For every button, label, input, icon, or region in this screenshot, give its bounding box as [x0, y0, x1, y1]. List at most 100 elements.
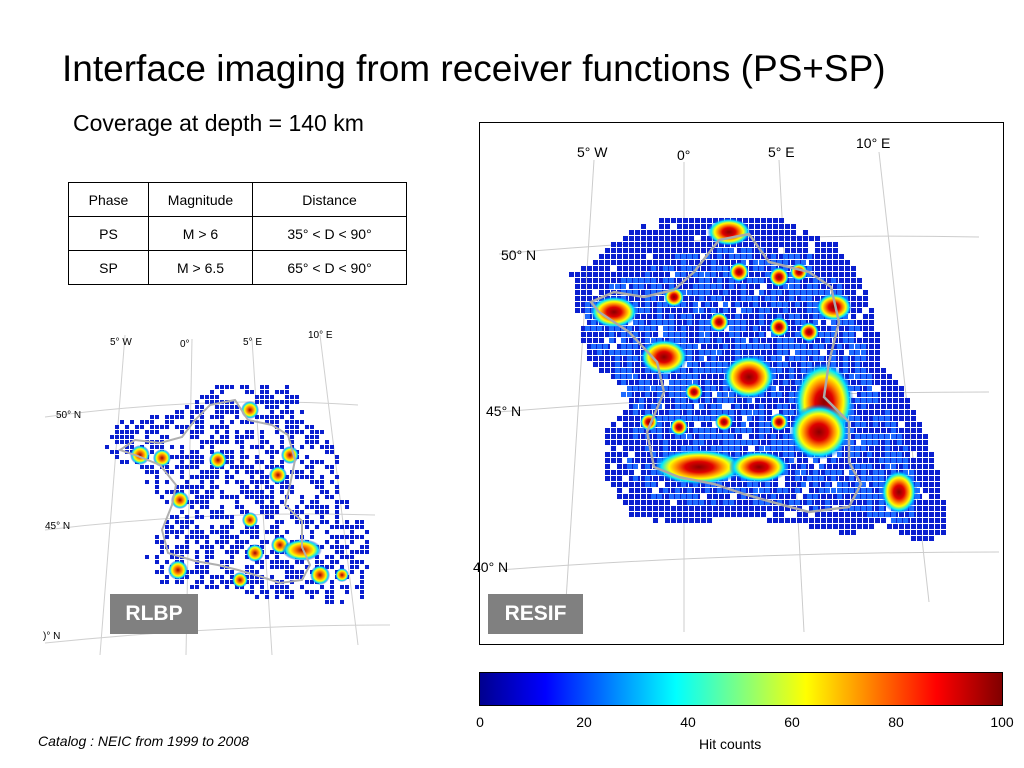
coverage-cell [699, 416, 704, 421]
coverage-cell [663, 278, 668, 283]
coverage-cell [863, 458, 868, 463]
coverage-cell [677, 326, 682, 331]
coverage-cell [115, 450, 119, 454]
coverage-cell [705, 302, 710, 307]
coverage-cell [923, 530, 928, 535]
coverage-cell [861, 476, 866, 481]
coverage-cell [665, 482, 670, 487]
coverage-cell [705, 272, 710, 277]
coverage-cell [629, 500, 634, 505]
coverage-cell [629, 272, 634, 277]
coverage-cell [305, 435, 309, 439]
coverage-cell [285, 485, 289, 489]
coverage-cell [777, 392, 782, 397]
coverage-cell [325, 600, 329, 604]
coverage-cell [330, 495, 334, 499]
coverage-cell [737, 398, 742, 403]
coverage-cell [767, 290, 772, 295]
coverage-cell [749, 506, 754, 511]
coverage-cell [801, 470, 806, 475]
coverage-cell [355, 535, 359, 539]
coverage-cell [195, 485, 199, 489]
coverage-cell [220, 440, 224, 444]
coverage-cell [923, 512, 928, 517]
coverage-cell [280, 440, 284, 444]
coverage-cell [320, 545, 324, 549]
coverage-cell [651, 284, 656, 289]
coverage-cell [220, 405, 224, 409]
coverage-cell [345, 535, 349, 539]
coverage-cell [791, 242, 796, 247]
coverage-cell [195, 510, 199, 514]
coverage-cell [827, 278, 832, 283]
coverage-cell [185, 545, 189, 549]
coverage-cell [270, 410, 274, 414]
coverage-cell [330, 565, 334, 569]
coverage-cell [815, 260, 820, 265]
coverage-cell [280, 590, 284, 594]
coverage-cell [617, 260, 622, 265]
coverage-cell [821, 266, 826, 271]
coverage-cell [671, 242, 676, 247]
coverage-cell [881, 410, 886, 415]
coverage-cell [695, 326, 700, 331]
coverage-cell [869, 446, 874, 451]
coverage-cell [893, 386, 898, 391]
coverage-cell [190, 475, 194, 479]
coverage-cell [657, 404, 662, 409]
coverage-cell [599, 356, 604, 361]
coverage-cell [671, 518, 676, 523]
coverage-cell [759, 404, 764, 409]
coverage-cell [599, 260, 604, 265]
coverage-cell [245, 420, 249, 424]
coverage-cell [270, 495, 274, 499]
coverage-cell [759, 446, 764, 451]
coverage-cell [887, 524, 892, 529]
coverage-cell [250, 420, 254, 424]
coverage-cell [155, 535, 159, 539]
coverage-cell [629, 470, 634, 475]
coverage-cell [749, 488, 754, 493]
coverage-cell [759, 308, 764, 313]
coverage-cell [729, 500, 734, 505]
coverage-cell [737, 284, 742, 289]
coverage-cell [731, 302, 736, 307]
coverage-cell [807, 494, 812, 499]
coverage-cell [677, 446, 682, 451]
coverage-cell [699, 356, 704, 361]
coverage-cell [205, 555, 209, 559]
coverage-cell [855, 464, 860, 469]
coverage-cell [827, 260, 832, 265]
coverage-cell [785, 242, 790, 247]
coverage-cell [621, 380, 626, 385]
coverage-cell [785, 296, 790, 301]
selection-table: Phase Magnitude Distance PS M > 6 35° < … [68, 182, 407, 285]
coverage-cell [831, 332, 836, 337]
coverage-cell [575, 290, 580, 295]
coverage-cell [783, 338, 788, 343]
coverage-cell [175, 535, 179, 539]
coverage-cell [599, 278, 604, 283]
coverage-cell [180, 450, 184, 454]
coverage-cell [797, 248, 802, 253]
coverage-cell [819, 290, 824, 295]
coverage-cell [695, 320, 700, 325]
coverage-cell [635, 500, 640, 505]
coverage-cell [855, 482, 860, 487]
coverage-cell [669, 332, 674, 337]
coverage-cell [165, 465, 169, 469]
coverage-cell [235, 410, 239, 414]
coverage-cell [270, 445, 274, 449]
coverage-cell [210, 425, 214, 429]
coverage-cell [245, 390, 249, 394]
coverage-cell [587, 320, 592, 325]
coverage-cell [683, 518, 688, 523]
coverage-cell [711, 500, 716, 505]
coverage-cell [300, 560, 304, 564]
coverage-cell [711, 350, 716, 355]
coverage-cell [765, 272, 770, 277]
coverage-cell [803, 236, 808, 241]
coverage-cell [725, 296, 730, 301]
coverage-cell [255, 460, 259, 464]
coverage-cell [677, 518, 682, 523]
